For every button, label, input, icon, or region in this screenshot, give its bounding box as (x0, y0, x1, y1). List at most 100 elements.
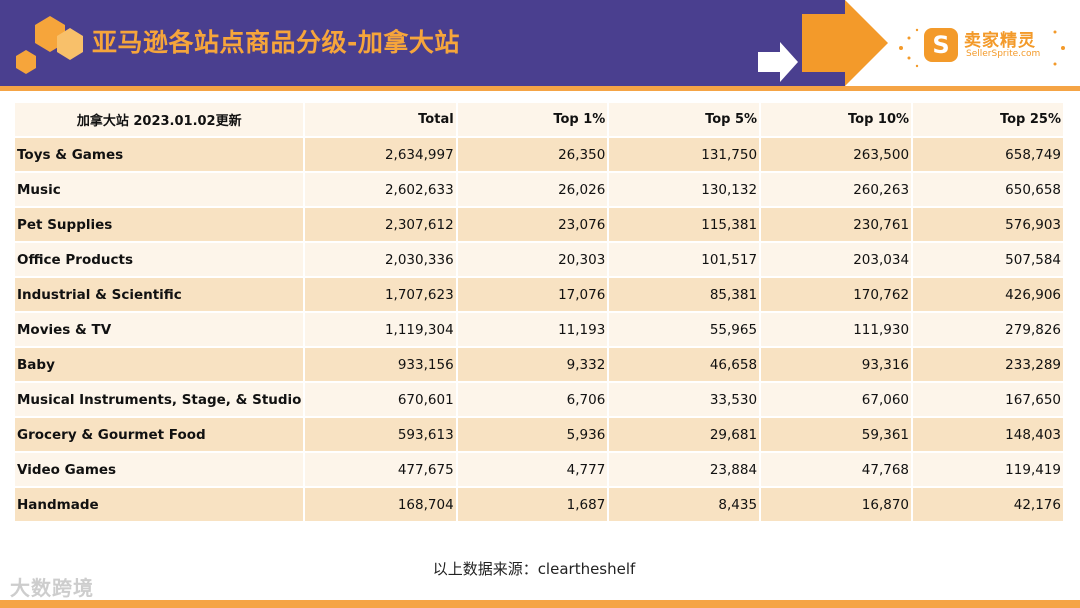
table-row: Grocery & Gourmet Food 593,613 5,936 29,681… (15, 418, 1065, 453)
dots-decoration-icon (899, 28, 1065, 68)
table-row: Musical Instruments, Stage, & Studio 670,… (15, 383, 1065, 418)
category-cell: Pet Supplies (15, 208, 306, 243)
footer-bar (0, 600, 1080, 608)
table-row: Toys & Games 2,634,997 26,350 131,750 263,50… (15, 138, 1065, 173)
hexagon-logo-icon (16, 16, 83, 74)
value-cell: 263,500 (761, 138, 914, 173)
table-row: Baby 933,156 9,332 46,658 93,316 233,289 (15, 348, 1065, 383)
category-cell: Baby (15, 348, 306, 383)
value-cell: 167,650 (913, 383, 1065, 418)
value-cell: 93,316 (761, 348, 914, 383)
value-cell: 101,517 (609, 243, 762, 278)
value-cell: 4,777 (457, 453, 610, 488)
column-header-top5: Top 5% (609, 103, 762, 138)
table-row: Music 2,602,633 26,026 130,132 260,263 650,65… (15, 173, 1065, 208)
category-cell: Music (15, 173, 306, 208)
value-cell: 20,303 (457, 243, 610, 278)
value-cell: 85,381 (609, 278, 762, 313)
value-cell: 2,634,997 (305, 138, 458, 173)
data-source-note: 以上数据来源：cleartheshelf (432, 560, 636, 578)
value-cell: 26,026 (457, 173, 610, 208)
value-cell: 2,030,336 (305, 243, 458, 278)
value-cell: 29,681 (609, 418, 762, 453)
value-cell: 477,675 (305, 453, 458, 488)
value-cell: 23,076 (457, 208, 610, 243)
value-cell: 16,870 (761, 488, 914, 523)
value-cell: 148,403 (913, 418, 1065, 453)
table-header-row: 加拿大站 2023.01.02更新 Total Top 1% Top 5% To… (15, 103, 1065, 138)
table-row: Handmade 168,704 1,687 8,435 16,870 42,176 (15, 488, 1065, 523)
header: 亚马逊各站点商品分级-加拿大站 S 卖家精灵 SellerSprite.com (0, 0, 1080, 86)
value-cell: 11,193 (457, 313, 610, 348)
category-cell: Industrial & Scientific (15, 278, 306, 313)
logo-text-cn: 卖家精灵 (964, 31, 1036, 51)
value-cell: 119,419 (913, 453, 1065, 488)
header-band (0, 0, 845, 86)
logo-s-icon: S (924, 28, 958, 62)
value-cell: 230,761 (761, 208, 914, 243)
value-cell: 670,601 (305, 383, 458, 418)
value-cell: 203,034 (761, 243, 914, 278)
value-cell: 130,132 (609, 173, 762, 208)
column-header-station: 加拿大站 2023.01.02更新 (15, 103, 306, 138)
value-cell: 593,613 (305, 418, 458, 453)
value-cell: 2,307,612 (305, 208, 458, 243)
value-cell: 6,706 (457, 383, 610, 418)
column-header-top25: Top 25% (913, 103, 1065, 138)
category-cell: Musical Instruments, Stage, & Studio (15, 383, 306, 418)
category-cell: Office Products (15, 243, 306, 278)
value-cell: 233,289 (913, 348, 1065, 383)
category-cell: Movies & TV (15, 313, 306, 348)
logo-text-en: SellerSprite.com (966, 49, 1041, 59)
sellersprite-logo: S 卖家精灵 SellerSprite.com (918, 26, 1068, 66)
value-cell: 33,530 (609, 383, 762, 418)
value-cell: 115,381 (609, 208, 762, 243)
value-cell: 933,156 (305, 348, 458, 383)
value-cell: 1,119,304 (305, 313, 458, 348)
value-cell: 426,906 (913, 278, 1065, 313)
value-cell: 507,584 (913, 243, 1065, 278)
category-tier-table: 加拿大站 2023.01.02更新 Total Top 1% Top 5% To… (15, 103, 1065, 523)
value-cell: 59,361 (761, 418, 914, 453)
category-cell: Handmade (15, 488, 306, 523)
table-row: Office Products 2,030,336 20,303 101,517 203… (15, 243, 1065, 278)
value-cell: 279,826 (913, 313, 1065, 348)
table-row: Pet Supplies 2,307,612 23,076 115,381 230,76… (15, 208, 1065, 243)
value-cell: 55,965 (609, 313, 762, 348)
table-body: Toys & Games 2,634,997 26,350 131,750 263,50… (15, 138, 1065, 523)
column-header-total: Total (305, 103, 458, 138)
value-cell: 1,707,623 (305, 278, 458, 313)
category-cell: Toys & Games (15, 138, 306, 173)
value-cell: 576,903 (913, 208, 1065, 243)
value-cell: 168,704 (305, 488, 458, 523)
value-cell: 658,749 (913, 138, 1065, 173)
value-cell: 17,076 (457, 278, 610, 313)
value-cell: 9,332 (457, 348, 610, 383)
value-cell: 111,930 (761, 313, 914, 348)
value-cell: 67,060 (761, 383, 914, 418)
column-header-top1: Top 1% (457, 103, 610, 138)
value-cell: 260,263 (761, 173, 914, 208)
table-row: Video Games 477,675 4,777 23,884 47,768 119,4… (15, 453, 1065, 488)
category-cell: Video Games (15, 453, 306, 488)
arrow-right-icon (758, 0, 888, 86)
category-cell: Grocery & Gourmet Food (15, 418, 306, 453)
column-header-top10: Top 10% (761, 103, 914, 138)
value-cell: 46,658 (609, 348, 762, 383)
page-title: 亚马逊各站点商品分级-加拿大站 (92, 28, 460, 57)
value-cell: 23,884 (609, 453, 762, 488)
header-divider (0, 86, 1080, 91)
value-cell: 42,176 (913, 488, 1065, 523)
table-row: Movies & TV 1,119,304 11,193 55,965 111,930 2… (15, 313, 1065, 348)
value-cell: 8,435 (609, 488, 762, 523)
value-cell: 650,658 (913, 173, 1065, 208)
value-cell: 26,350 (457, 138, 610, 173)
value-cell: 1,687 (457, 488, 610, 523)
watermark: 大数跨境 (10, 576, 94, 600)
value-cell: 47,768 (761, 453, 914, 488)
value-cell: 5,936 (457, 418, 610, 453)
value-cell: 170,762 (761, 278, 914, 313)
value-cell: 131,750 (609, 138, 762, 173)
table-row: Industrial & Scientific 1,707,623 17,076 85… (15, 278, 1065, 313)
value-cell: 2,602,633 (305, 173, 458, 208)
